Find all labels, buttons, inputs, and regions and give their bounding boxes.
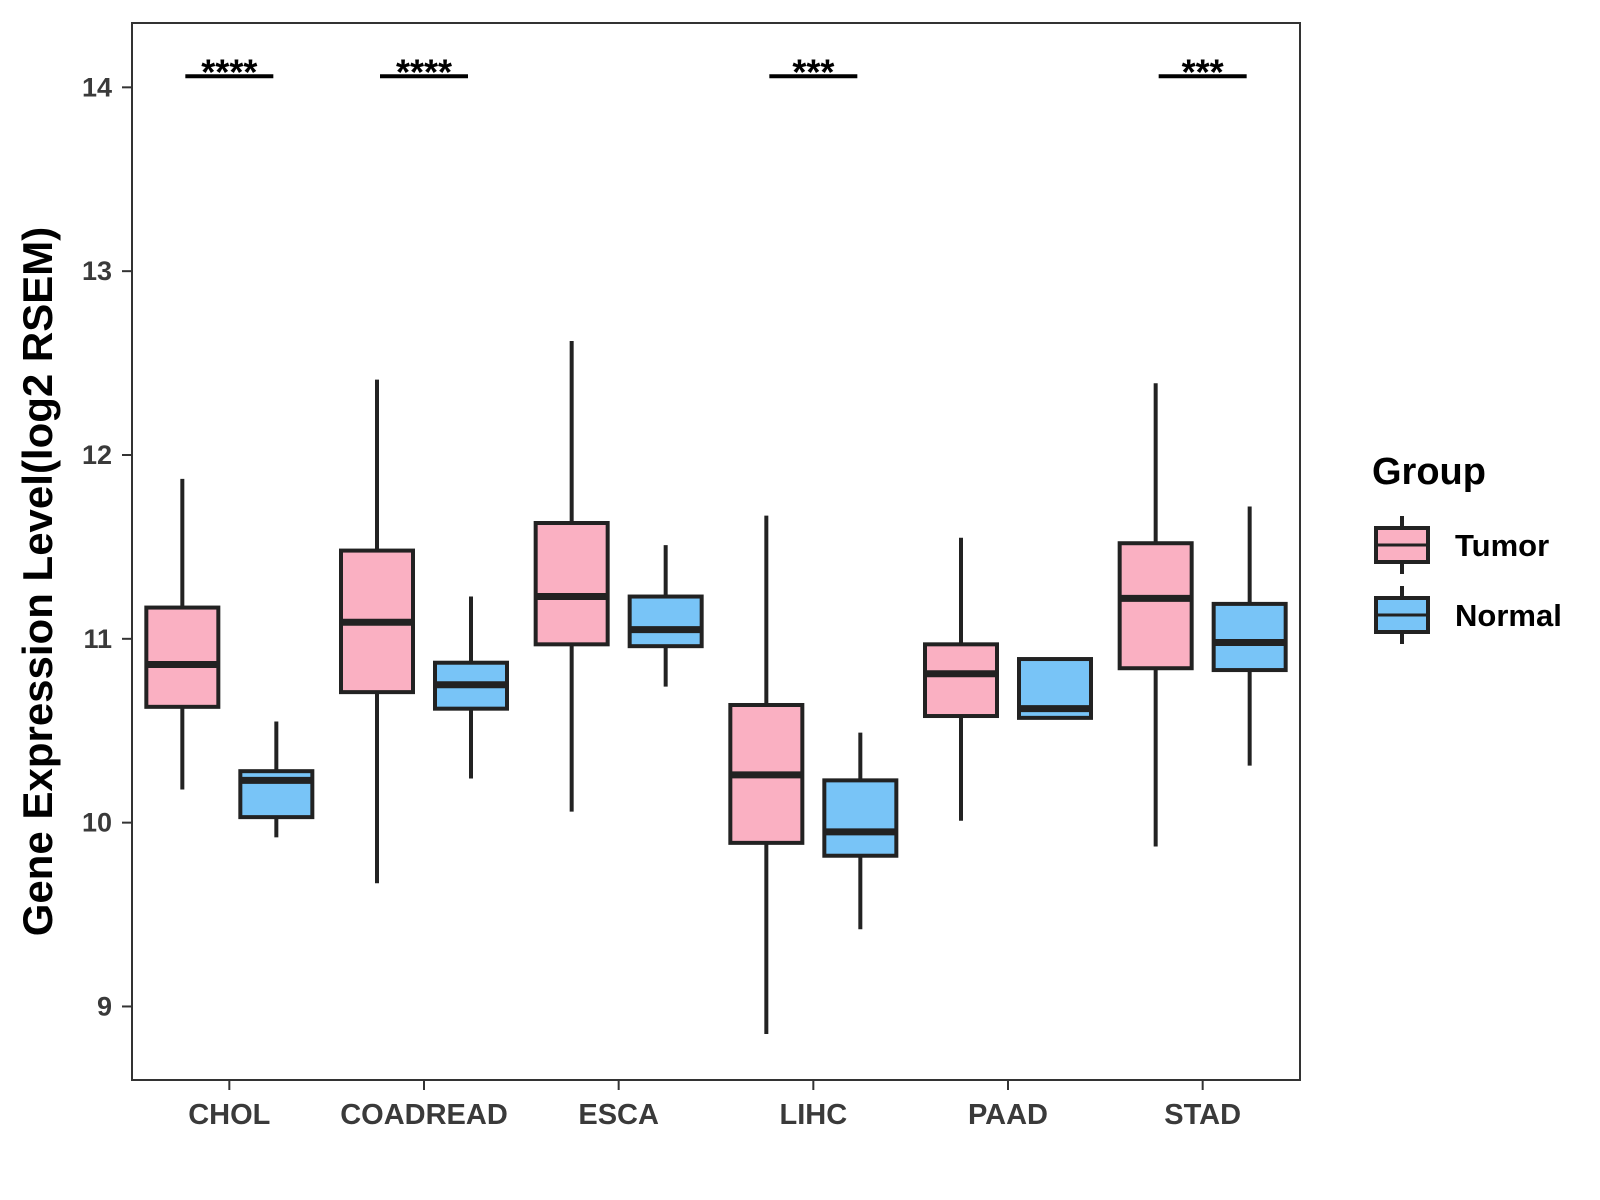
legend-label-tumor: Tumor: [1455, 528, 1549, 563]
significance-label: ***: [792, 51, 834, 92]
box-normal-chol: [238, 721, 315, 838]
box-normal-coadread: [433, 596, 509, 779]
significance-label: ****: [396, 51, 452, 92]
box-body: [627, 594, 704, 649]
plot-area: **** **** *** ***: [144, 51, 1288, 1035]
box-tumor-coadread: [339, 379, 415, 884]
box-normal-lihc: [822, 732, 899, 930]
legend-label-normal: Normal: [1455, 598, 1562, 633]
plot-panel-border: [131, 22, 1301, 1081]
box-body: [144, 605, 221, 709]
significance-stad: ***: [1158, 51, 1247, 92]
legend-title: Group: [1372, 451, 1486, 493]
box-normal-stad: [1211, 506, 1288, 766]
box-normal-esca: [627, 545, 704, 687]
y-tick-label: 12: [82, 440, 112, 470]
y-tick-label: 13: [82, 256, 112, 286]
x-tick-label-coadread: COADREAD: [340, 1099, 508, 1131]
box-tumor-lihc: [728, 515, 805, 1035]
significance-lihc: ***: [769, 51, 858, 92]
x-tick-label-stad: STAD: [1164, 1099, 1241, 1131]
x-tick-label-lihc: LIHC: [779, 1099, 847, 1131]
y-tick-label: 14: [82, 72, 112, 102]
box-tumor-esca: [533, 341, 610, 812]
significance-chol: ****: [185, 51, 274, 92]
y-axis-title: Gene Expression Level(log2 RSEM): [14, 227, 61, 937]
y-tick-label: 9: [97, 991, 112, 1021]
significance-coadread: ****: [380, 51, 468, 92]
box-body: [923, 642, 999, 719]
significance-label: ***: [1182, 51, 1224, 92]
y-tick-label: 11: [83, 624, 112, 654]
box-body: [1211, 601, 1288, 673]
box-tumor-paad: [923, 537, 999, 821]
box-body: [533, 521, 610, 647]
box-normal-paad: [1017, 657, 1093, 720]
x-tick-label-paad: PAAD: [968, 1099, 1048, 1131]
axes: 9 10 11 12 13 14 CHOL COADREAD ESCA LIHC PAAD STAD: [82, 22, 1301, 1131]
legend-item-tumor: Tumor: [1374, 516, 1549, 574]
y-tick-label: 10: [82, 808, 112, 838]
box-tumor-stad: [1117, 383, 1194, 847]
legend-item-normal: Normal: [1374, 586, 1562, 644]
box-tumor-chol: [144, 478, 221, 790]
box-body: [822, 778, 899, 858]
significance-label: ****: [201, 51, 257, 92]
box-body: [1117, 541, 1194, 671]
legend: Group Tumor Normal: [1372, 451, 1562, 644]
x-tick-label-chol: CHOL: [188, 1099, 270, 1131]
x-tick-label-esca: ESCA: [578, 1099, 659, 1131]
